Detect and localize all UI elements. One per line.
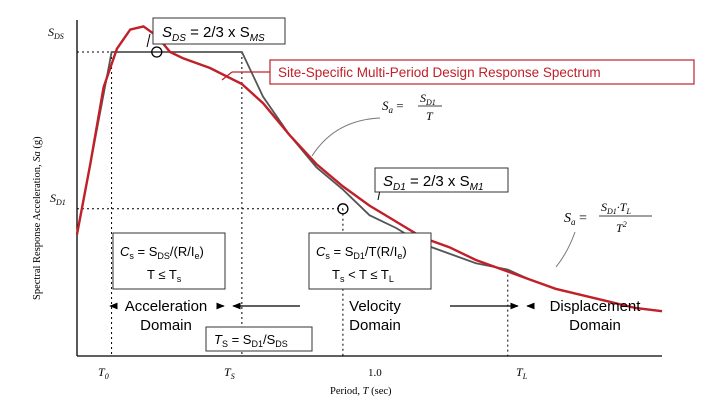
reference-lines bbox=[77, 51, 509, 356]
x-tick-t0: T0 bbox=[98, 365, 109, 381]
svg-text:Ts < T ≤ TL: Ts < T ≤ TL bbox=[332, 267, 394, 284]
svg-text:SD1 = 2/3 x SM1: SD1 = 2/3 x SM1 bbox=[383, 173, 484, 193]
x-axis-title: Period, T (sec) bbox=[330, 386, 392, 397]
svg-text:T ≤ Ts: T ≤ Ts bbox=[147, 267, 182, 284]
axes bbox=[76, 20, 662, 357]
ts-box: TS = SD1/SDS bbox=[205, 326, 313, 352]
svg-text:TS = SD1/SDS: TS = SD1/SDS bbox=[214, 332, 288, 349]
y-tick-sd1: SD1 bbox=[50, 191, 66, 207]
x-tick-tl: TL bbox=[516, 365, 528, 381]
svg-text:T2: T2 bbox=[616, 220, 627, 235]
velocity-domain-label: Velocity bbox=[349, 298, 401, 315]
velocity-domain-label-2: Domain bbox=[349, 317, 401, 334]
velocity-formula: Sa = SD1 T bbox=[311, 91, 442, 157]
svg-text:Sa =: Sa = bbox=[382, 98, 404, 115]
svg-text:SDS = 2/3 x SMS: SDS = 2/3 x SMS bbox=[162, 24, 265, 44]
domain-labels: Acceleration Domain Velocity Domain Disp… bbox=[125, 298, 642, 334]
sds-callout: SDS = 2/3 x SMS bbox=[146, 17, 286, 48]
acceleration-cs-box: Cs = SDS/(R/Ie) T ≤ Ts bbox=[112, 232, 226, 290]
svg-text:Cs = SDS/(R/Ie): Cs = SDS/(R/Ie) bbox=[120, 244, 204, 261]
svg-text:Sa =: Sa = bbox=[564, 211, 587, 227]
svg-text:SD1·TL: SD1·TL bbox=[601, 200, 631, 216]
svg-text:Cs = SD1/T(R/Ie): Cs = SD1/T(R/Ie) bbox=[316, 244, 407, 261]
svg-text:Site-Specific Multi-Period Des: Site-Specific Multi-Period Design Respon… bbox=[278, 65, 601, 80]
y-tick-sds: SDS bbox=[48, 25, 64, 41]
sd1-point-marker bbox=[337, 203, 349, 215]
site-specific-spectrum-line bbox=[75, 25, 663, 313]
svg-text:T: T bbox=[426, 109, 434, 123]
displacement-domain-label: Displacement bbox=[550, 298, 642, 315]
x-tick-ts: TS bbox=[224, 365, 235, 381]
svg-text:SD1: SD1 bbox=[420, 91, 436, 107]
acceleration-domain-label-2: Domain bbox=[140, 317, 192, 334]
y-axis-title: Spectral Response Acceleration, Sa (g) bbox=[32, 136, 43, 300]
site-specific-label: Site-Specific Multi-Period Design Respon… bbox=[221, 59, 695, 85]
displacement-domain-label-2: Domain bbox=[569, 317, 621, 334]
x-tick-1: 1.0 bbox=[368, 367, 382, 379]
sds-point-marker bbox=[151, 46, 163, 58]
acceleration-domain-label: Acceleration bbox=[125, 298, 208, 315]
sd1-callout: SD1 = 2/3 x SM1 bbox=[374, 167, 509, 201]
velocity-cs-box: Cs = SD1/T(R/Ie) Ts < T ≤ TL bbox=[308, 232, 432, 290]
displacement-formula: Sa = SD1·TL T2 bbox=[555, 200, 652, 268]
